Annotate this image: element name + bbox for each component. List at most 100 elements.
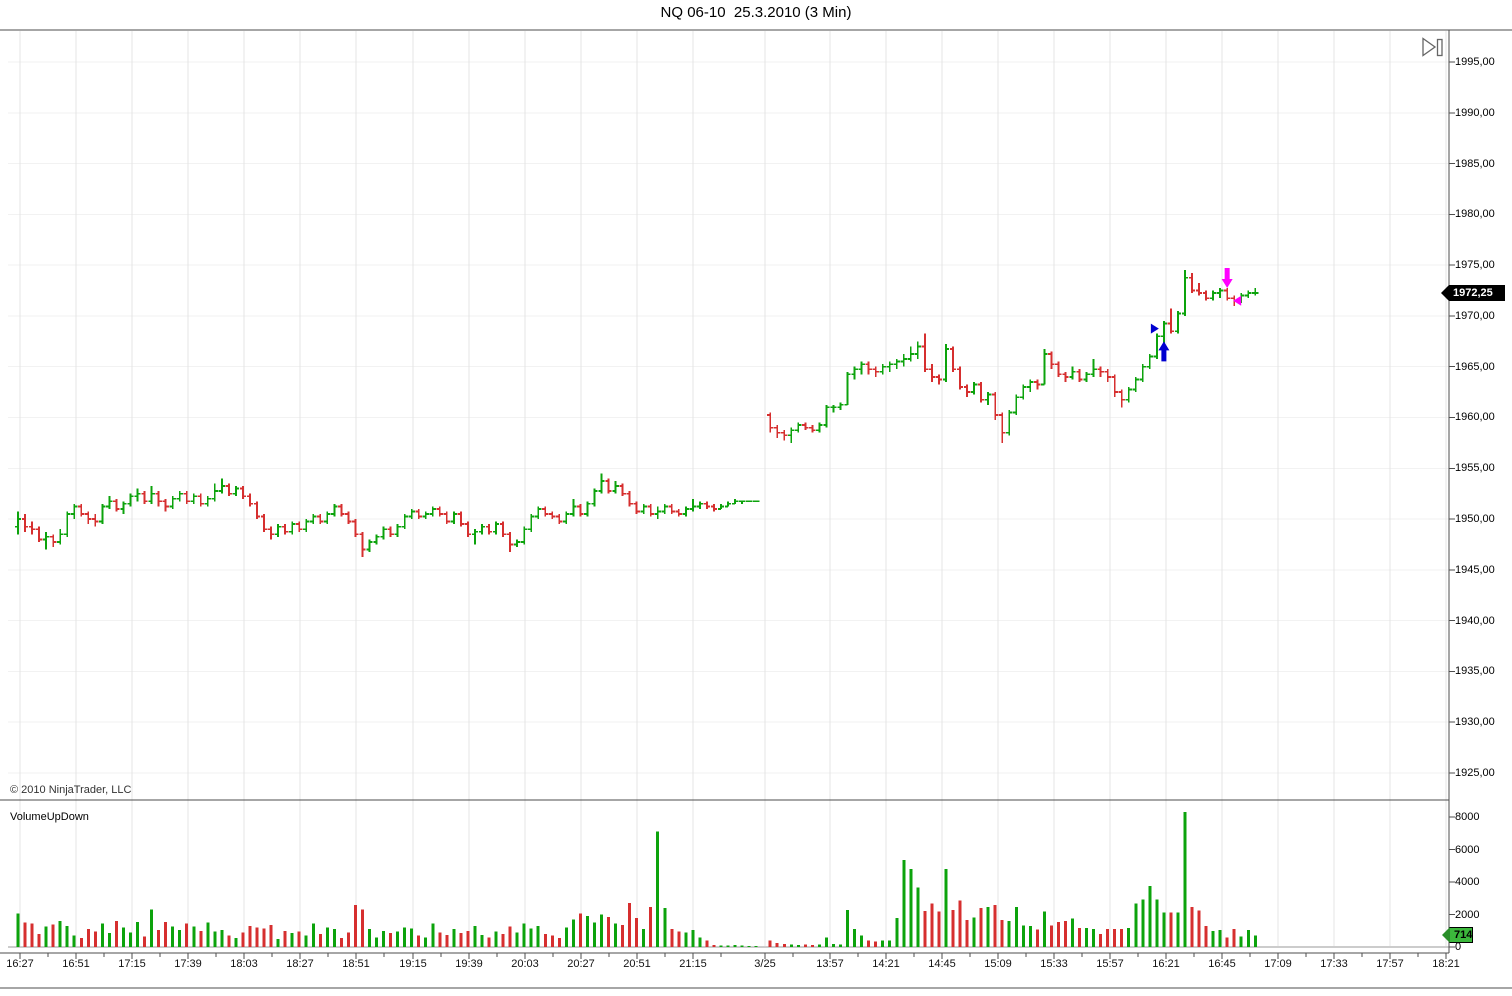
price-bar xyxy=(549,511,556,520)
volume-bar xyxy=(494,931,498,947)
price-bar xyxy=(246,493,254,507)
volume-bar xyxy=(522,923,526,947)
volume-bar xyxy=(157,929,161,947)
sell-fill-marker xyxy=(1233,295,1242,306)
price-bar xyxy=(239,486,247,499)
time-axis-label: 19:39 xyxy=(455,958,483,970)
buy-signal-arrow xyxy=(1158,341,1170,362)
volume-bar xyxy=(1141,899,1145,947)
time-axis-label: 16:51 xyxy=(62,958,90,970)
price-bar xyxy=(647,503,654,517)
volume-bar xyxy=(1155,899,1159,947)
price-bar xyxy=(478,524,486,535)
volume-bar xyxy=(796,945,800,947)
price-bar xyxy=(1097,366,1104,377)
volume-bar xyxy=(853,929,857,947)
volume-bar xyxy=(1232,929,1236,947)
volume-bar xyxy=(923,910,927,947)
price-bar xyxy=(1139,364,1146,382)
volume-bar xyxy=(740,945,744,947)
time-axis-label: 18:03 xyxy=(230,958,258,970)
price-axis-label: 1955,00 xyxy=(1455,462,1495,475)
price-bar xyxy=(872,366,879,377)
time-axis-label: 20:27 xyxy=(567,958,595,970)
volume-bar xyxy=(58,921,62,947)
volume-bar xyxy=(473,925,477,947)
volume-bar xyxy=(283,930,287,947)
price-bar xyxy=(991,392,999,421)
skip-to-end-icon[interactable] xyxy=(1422,37,1443,57)
price-bar xyxy=(1013,394,1020,415)
volume-bar xyxy=(1042,911,1046,947)
volume-bar xyxy=(368,929,371,947)
volume-bar xyxy=(389,933,393,947)
price-bar xyxy=(619,483,626,497)
time-axis-label: 17:15 xyxy=(118,958,146,970)
price-bar xyxy=(738,500,746,504)
volume-bar xyxy=(114,921,118,947)
time-axis-label: 18:51 xyxy=(342,958,370,970)
price-bar xyxy=(485,524,493,535)
price-bar xyxy=(612,480,619,494)
price-bar xyxy=(626,491,633,507)
volume-bar xyxy=(1120,929,1124,947)
volume-bar xyxy=(44,926,48,947)
price-bar xyxy=(141,491,148,504)
volume-bar xyxy=(107,933,111,947)
volume-bar xyxy=(649,907,653,947)
price-bar xyxy=(1076,369,1083,382)
volume-bar xyxy=(185,923,189,947)
volume-bar xyxy=(656,831,660,947)
volume-bar xyxy=(958,900,962,947)
price-axis-label: 1965,00 xyxy=(1455,360,1495,373)
time-axis-label: 17:33 xyxy=(1320,958,1348,970)
price-bar xyxy=(1090,359,1097,377)
price-axis-label: 1950,00 xyxy=(1455,513,1495,526)
volume-bar xyxy=(150,909,154,947)
volume-bar xyxy=(543,934,547,947)
price-bar xyxy=(169,496,176,509)
price-bar xyxy=(296,521,303,532)
price-bar xyxy=(338,503,345,517)
volume-bar xyxy=(972,917,976,947)
volume-bar xyxy=(1204,925,1208,947)
volume-bar xyxy=(951,909,955,947)
price-bar xyxy=(781,430,788,441)
volume-bar xyxy=(192,926,196,947)
volume-bar xyxy=(944,869,948,947)
price-bar xyxy=(1252,287,1259,296)
price-bar xyxy=(774,425,781,438)
price-bar xyxy=(464,521,472,537)
price-bar xyxy=(274,524,282,537)
price-bar xyxy=(366,539,373,553)
volume-bar xyxy=(719,945,723,947)
price-bar xyxy=(225,483,233,497)
price-bar xyxy=(352,519,359,537)
price-bar xyxy=(324,511,331,525)
volume-bar xyxy=(874,941,878,947)
price-bar xyxy=(942,343,950,382)
price-bar xyxy=(359,531,366,558)
volume-axis-label: 8000 xyxy=(1455,811,1480,823)
volume-bar xyxy=(677,931,681,947)
price-bar xyxy=(21,513,29,532)
price-bar xyxy=(1223,287,1231,301)
volume-bar xyxy=(16,913,20,947)
price-bar xyxy=(984,392,992,405)
price-bar xyxy=(415,508,422,520)
volume-bar xyxy=(867,940,871,947)
price-bar xyxy=(858,361,865,375)
volume-bar xyxy=(396,931,400,947)
price-bar xyxy=(345,511,352,525)
price-bar xyxy=(1195,282,1203,296)
volume-bar xyxy=(839,944,843,947)
price-bar xyxy=(907,346,915,362)
price-bar xyxy=(443,511,451,525)
volume-bar xyxy=(1106,928,1110,947)
volume-bar xyxy=(431,923,435,947)
price-bar xyxy=(865,361,872,375)
volume-bar xyxy=(1246,929,1250,947)
volume-bar xyxy=(220,929,224,947)
price-bar xyxy=(1153,333,1161,360)
